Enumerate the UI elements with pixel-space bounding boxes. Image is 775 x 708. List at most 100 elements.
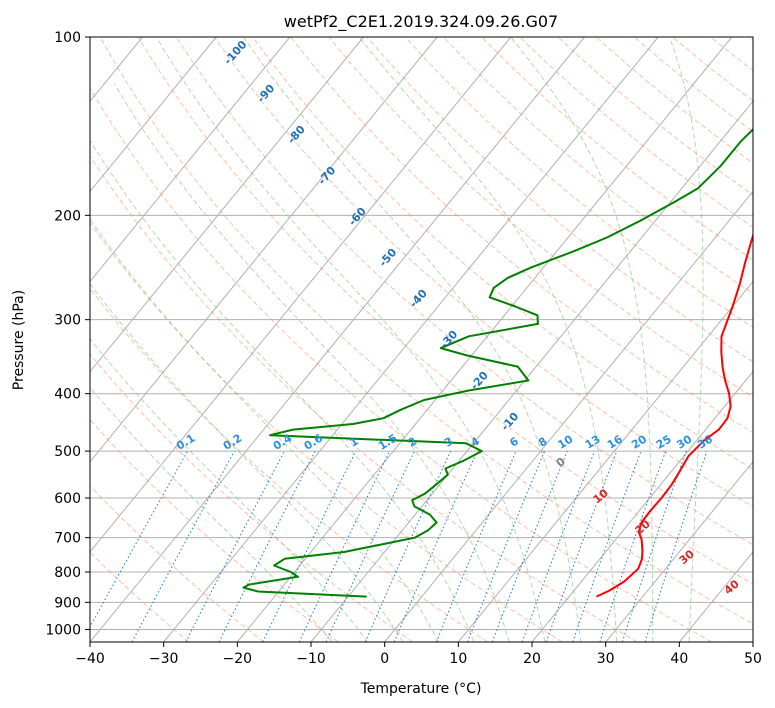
mixing-ratio-line <box>262 450 357 642</box>
skewed-isotherms <box>90 37 753 642</box>
moist-adiabat-line <box>90 338 369 642</box>
dry-adiabat-line <box>90 353 414 642</box>
y-tick-label: 900 <box>54 595 81 611</box>
mixing-ratio-line <box>545 450 618 642</box>
y-tick-label: 100 <box>54 30 81 46</box>
dry-adiabat-line <box>99 37 753 625</box>
mixing-ratio-label: 10 <box>556 432 576 451</box>
x-axis-label: Temperature (°C) <box>360 681 482 697</box>
dry-adiabat-label: -60 <box>346 205 369 229</box>
moist-adiabat-label: 30 <box>677 547 697 567</box>
x-tick-label: 30 <box>597 651 615 667</box>
moist-adiabat-line <box>90 283 404 642</box>
x-axis: −40 −30 −20 −10 0 10 20 30 40 50 <box>75 642 762 667</box>
y-axis: 100 200 300 400 500 600 700 800 900 1000 <box>45 30 90 638</box>
isotherm-line <box>531 370 753 642</box>
y-tick-label: 300 <box>54 313 81 329</box>
y-tick-label: 600 <box>54 491 81 507</box>
mixing-ratio-line <box>644 450 708 642</box>
x-tick-label: 20 <box>523 651 541 667</box>
moist-adiabat-line <box>155 37 546 642</box>
mixing-ratio-line <box>131 450 235 642</box>
moist-adiabat-line <box>90 386 333 642</box>
mixing-ratio-line <box>491 450 568 642</box>
mixing-ratio-line <box>435 450 517 642</box>
dry-adiabat-line <box>90 551 190 642</box>
annotation-labels: 0.1 0.2 0.4 0.6 1 1.5 2 3 4 6 8 10 13 16 20 25 30 36-100-… <box>174 38 742 597</box>
dry-adiabat-label: -70 <box>315 164 338 188</box>
dry-adiabat-line <box>443 37 753 294</box>
plot-area: 0.1 0.2 0.4 0.6 1 1.5 2 3 4 6 8 10 13 16 20 25 30 36-100-… <box>90 37 753 642</box>
x-tick-label: 0 <box>380 651 389 667</box>
y-tick-label: 800 <box>54 565 81 581</box>
mixing-ratio-label: 1.5 <box>376 431 399 452</box>
dry-adiabat-line <box>90 419 339 642</box>
isotherm-line <box>90 37 512 553</box>
dry-adiabat-line <box>328 37 753 398</box>
dry-adiabat-label: -100 <box>221 38 249 67</box>
mixing-ratio-line <box>467 450 546 642</box>
mixing-ratio-line <box>185 450 285 642</box>
moist-adiabat-line <box>113 83 510 642</box>
dry-adiabat-line <box>137 37 753 585</box>
x-tick-label: −20 <box>223 651 253 667</box>
mixing-ratio-line <box>218 450 316 642</box>
isotherm-line <box>457 280 753 642</box>
isotherm-line <box>90 37 438 463</box>
mixing-ratio-lines <box>90 450 708 642</box>
x-tick-label: −40 <box>75 651 105 667</box>
profile-lines <box>242 128 753 598</box>
y-axis-label: Pressure (hPa) <box>11 290 27 390</box>
moist-adiabat-label: 40 <box>722 577 742 597</box>
dry-adiabat-line <box>404 37 753 328</box>
moist-adiabat-label: 20 <box>633 517 653 537</box>
mixing-ratio-label: 30 <box>674 432 694 451</box>
dry-adiabat-label: -10 <box>498 410 521 434</box>
mixing-ratio-line <box>599 450 667 642</box>
mixing-ratio-line <box>90 450 189 629</box>
dry-adiabat-line <box>90 155 638 642</box>
mixing-ratio-line <box>364 450 452 642</box>
isotherm-line <box>384 190 753 642</box>
x-tick-label: −30 <box>149 651 179 667</box>
dry-adiabat-line <box>90 87 712 642</box>
dry-adiabat-line <box>710 37 753 71</box>
mixing-ratio-label: 20 <box>629 432 649 451</box>
dry-adiabat-line <box>557 37 753 196</box>
plot-frame <box>89 36 754 643</box>
mixing-ratio-line <box>521 450 596 642</box>
x-tick-label: 10 <box>449 651 467 667</box>
isotherm-line <box>90 37 585 642</box>
isotherm-line <box>678 551 753 642</box>
y-tick-label: 700 <box>54 531 81 547</box>
isotherm-line <box>90 37 291 283</box>
moist-adiabat-line <box>243 37 582 642</box>
dry-adiabat-label: -20 <box>468 369 491 393</box>
dry-adiabat-label: -90 <box>254 82 277 106</box>
mixing-ratio-line <box>393 450 478 642</box>
moist-adiabat-line <box>90 139 475 642</box>
chart-title: wetPf2_C2E1.2019.324.09.26.G07 <box>284 12 558 32</box>
isotherm-line <box>605 460 753 642</box>
moist-adiabat-line <box>510 37 654 642</box>
x-tick-label: −10 <box>296 651 326 667</box>
x-tick-label: 40 <box>670 651 688 667</box>
moist-adiabat-line <box>669 37 704 642</box>
mixing-ratio-line <box>621 450 687 642</box>
dry-adiabat-line <box>90 287 488 642</box>
y-tick-label: 1000 <box>45 622 81 638</box>
dry-adiabat-line <box>90 221 563 642</box>
moist-adiabat-label: 0 <box>554 455 568 470</box>
mixing-ratio-label: 0.6 <box>302 431 326 453</box>
mixing-ratio-line <box>572 450 642 642</box>
y-tick-label: 400 <box>54 387 81 403</box>
y-tick-label: 200 <box>54 208 81 224</box>
isotherm-line <box>236 37 733 642</box>
moist-adiabats <box>90 37 704 642</box>
mixing-ratio-label: 25 <box>654 433 674 452</box>
mixing-ratio-label: 6 <box>507 434 521 449</box>
dry-adiabat-label: -80 <box>285 123 308 147</box>
mixing-ratio-label: 0.2 <box>221 431 244 452</box>
dry-adiabat-label: -40 <box>407 287 430 311</box>
